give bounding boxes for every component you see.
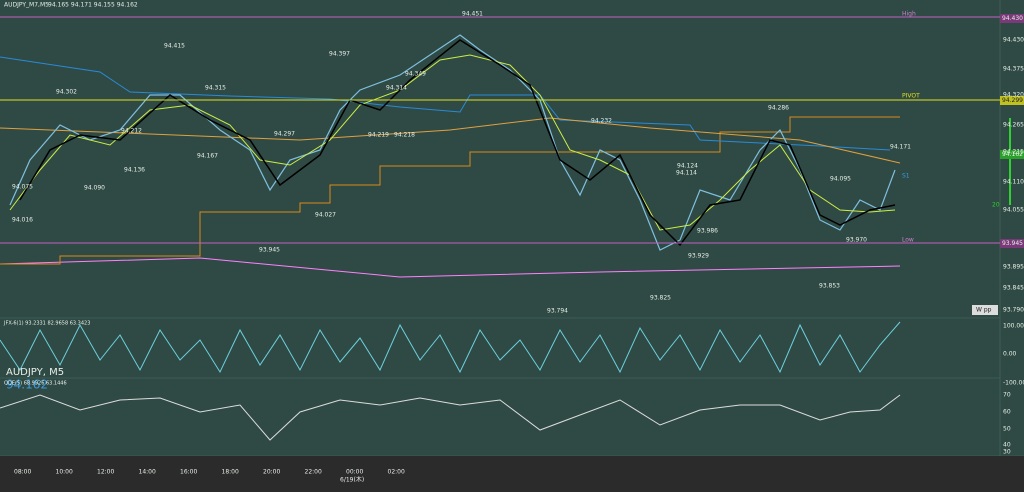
price-annotation: 94.286 [768,105,789,112]
ma-yellow [9,54,896,231]
high-box [1000,14,1024,23]
price-annotation: 94.027 [315,212,336,219]
price-annotation: 94.219 [368,132,389,139]
ind1-label: JFX-6(1) 93.2331 82.9658 63.3423 [3,321,90,327]
ma-orange [0,117,901,164]
price-annotation: 94.218 [394,132,415,139]
header-symbol: AUDJPY_M7,M5 [4,2,49,9]
price-tick: 93.790 [1003,307,1024,314]
price-annotation: 94.415 [164,43,185,50]
ind2-tick: 50 [1003,426,1011,433]
price-annotation: 94.451 [462,11,483,18]
price-annotation: 93.929 [688,253,709,260]
price-annotation: 94.090 [84,185,105,192]
price-annotation: 94.212 [121,128,142,135]
ind2-tick: 30 [1003,449,1011,456]
low-label: Low [902,237,914,244]
price-tick: 93.895 [1003,264,1024,271]
osc-line [0,321,901,374]
price-annotation: 94.171 [890,144,911,151]
price-annotation: 94.349 [405,71,426,78]
price-tick: 93.845 [1003,285,1024,292]
time-tick: 14:00 [139,469,156,476]
price-tick: 94.320 [1003,92,1024,99]
price-annotation: 94.302 [56,89,77,96]
price-annotation: 94.314 [386,85,407,92]
price-annotation: 94.315 [205,85,226,92]
ma-black [19,39,896,247]
step-blue [0,56,891,151]
time-tick: 16:00 [180,469,197,476]
price-annotation: 94.232 [591,118,612,125]
count-label: 20 [992,202,1000,209]
wpp-box [972,305,998,315]
watermark-symbol: AUDJPY, M5 [6,367,64,378]
price-annotation: 93.970 [846,237,867,244]
time-tick: 12:00 [97,469,114,476]
high-label: High [902,11,916,18]
wpp-label: W pp [976,307,992,314]
price-annotation: 94.124 [677,163,698,170]
price-annotation: 93.794 [547,308,568,315]
price-annotation: 94.136 [124,167,145,174]
time-tick: 10:00 [56,469,73,476]
price-annotation: 94.114 [676,170,697,177]
ind2-tick: 70 [1003,392,1011,399]
current-box [1000,150,1024,159]
step-line [0,116,900,265]
price-annotation: 94.016 [12,217,33,224]
time-tick: 20:00 [263,469,280,476]
ind1-tick: 0.00 [1003,351,1017,358]
high-price: 94.430 [1002,15,1023,22]
time-tick: 08:00 [14,469,31,476]
price-annotation: 93.945 [259,247,280,254]
price-annotation: 94.297 [274,131,295,138]
price-tick: 94.375 [1003,66,1024,73]
s-label: S1 [902,173,910,180]
low-box [1000,239,1024,248]
header-quote: 94.165 94.171 94.155 94.162 [48,2,138,9]
time-tick: 00:00 [346,469,363,476]
ma-long [0,257,901,278]
pivot-price: 94.299 [1002,97,1023,104]
time-tick: 22:00 [305,469,322,476]
price-tick: 94.430 [1003,37,1024,44]
ind2-label: QQE(5) 68.9926 63.1446 [4,381,67,387]
qqe-line [0,394,901,441]
price-annotation: 94.397 [329,51,350,58]
price-annotation: 94.075 [12,184,33,191]
ind2-tick: 40 [1003,442,1011,449]
price-annotation: 93.853 [819,283,840,290]
price-annotation: 93.986 [697,228,718,235]
price-tick: 94.110 [1003,179,1024,186]
watermark-price: 94.162 [6,378,48,392]
price-annotation: 93.825 [650,295,671,302]
ind2-tick: 60 [1003,409,1011,416]
low-price: 93.945 [1002,240,1023,247]
price-annotation: 94.095 [830,176,851,183]
price-tick: 94.055 [1003,207,1024,214]
time-tick: 02:00 [388,469,405,476]
time-bar [0,456,1024,492]
price-line [9,34,896,251]
price-tick: 94.265 [1003,122,1024,129]
price-annotation: 94.167 [197,153,218,160]
ind1-tick: -100.00 [1003,380,1024,387]
pivot-label: PIVOT [902,93,920,100]
price-tick: 94.215 [1003,149,1024,156]
time-tick: 18:00 [222,469,239,476]
pivot-box [1000,96,1024,105]
current-price: 94.162 [1002,151,1023,158]
date-label: 6/19(木) [340,476,364,484]
ind1-tick: 100.00 [1003,323,1024,330]
